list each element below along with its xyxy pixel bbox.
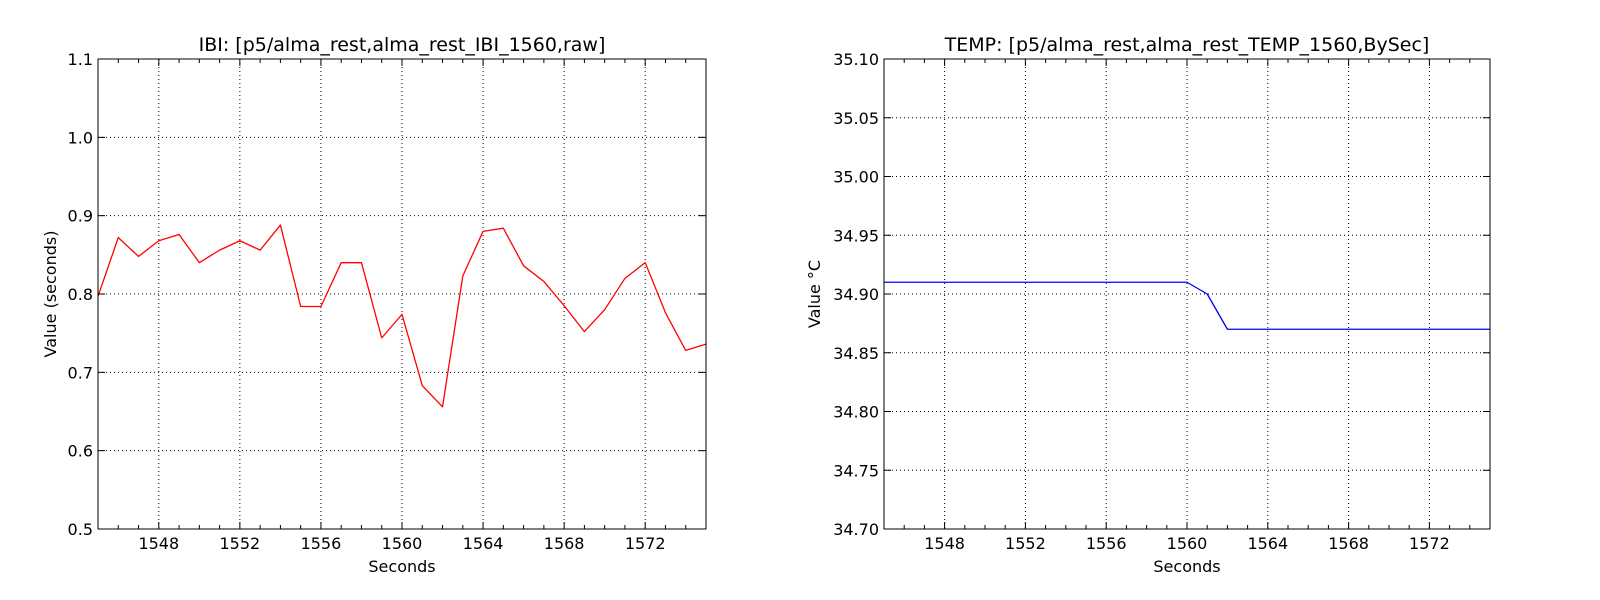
ibi-x-tick-label: 1556 xyxy=(301,534,342,553)
ibi-chart: 1548 1552 1556 1560 1564 1568 1572 0.5 0.6 0.7 0.8… xyxy=(41,34,707,576)
ibi-y-axis-label: Value (seconds) xyxy=(41,231,60,358)
temp-x-tick-label: 1552 xyxy=(1005,534,1046,553)
ibi-x-tick-label: 1560 xyxy=(382,534,423,553)
temp-y-tick-label: 34.70 xyxy=(833,520,879,539)
ibi-y-tick-label: 0.8 xyxy=(68,285,93,304)
temp-x-tick-label: 1548 xyxy=(924,534,965,553)
ibi-series-line xyxy=(97,224,707,408)
ibi-chart-title: IBI: [p5/alma_rest,alma_rest_IBI_1560,ra… xyxy=(199,34,606,56)
temp-y-tick-label: 34.75 xyxy=(833,461,879,480)
ibi-x-tick-label: 1548 xyxy=(138,534,179,553)
ibi-y-tick-label: 0.6 xyxy=(68,442,93,461)
ibi-x-axis-label: Seconds xyxy=(368,557,435,576)
temp-y-tick-label: 34.80 xyxy=(833,403,879,422)
ibi-x-tick-label: 1568 xyxy=(544,534,585,553)
temp-y-tick-label: 34.90 xyxy=(833,285,879,304)
ibi-x-tick-label: 1552 xyxy=(220,534,261,553)
temp-x-tick-label: 1556 xyxy=(1086,534,1127,553)
temp-x-tick-label: 1564 xyxy=(1247,534,1288,553)
temp-chart: 1548 1552 1556 1560 1564 1568 1572 34.70 34.75 34… xyxy=(805,34,1491,576)
temp-series-line xyxy=(884,281,1490,330)
temp-x-axis-label: Seconds xyxy=(1153,557,1220,576)
temp-x-tick-label: 1568 xyxy=(1328,534,1369,553)
ibi-y-tick-label: 1.1 xyxy=(68,50,93,69)
ibi-y-tick-label: 0.5 xyxy=(68,520,93,539)
ibi-y-tick-label: 1.0 xyxy=(68,128,93,147)
temp-y-tick-label: 35.10 xyxy=(833,50,879,69)
temp-plot-frame xyxy=(883,58,1491,530)
ibi-y-tick-label: 0.9 xyxy=(68,207,93,226)
temp-y-tick-label: 34.95 xyxy=(833,226,879,245)
ibi-x-tick-label: 1572 xyxy=(625,534,666,553)
temp-x-tick-label: 1560 xyxy=(1167,534,1208,553)
temp-chart-title: TEMP: [p5/alma_rest,alma_rest_TEMP_1560,… xyxy=(944,34,1430,56)
temp-x-tick-label: 1572 xyxy=(1409,534,1450,553)
temp-y-axis-label: Value °C xyxy=(805,260,824,328)
ibi-x-tick-label: 1564 xyxy=(463,534,504,553)
temp-y-tick-label: 34.85 xyxy=(833,344,879,363)
temp-y-tick-label: 35.05 xyxy=(833,109,879,128)
temp-y-tick-label: 35.00 xyxy=(833,168,879,187)
ibi-y-tick-label: 0.7 xyxy=(68,363,93,382)
